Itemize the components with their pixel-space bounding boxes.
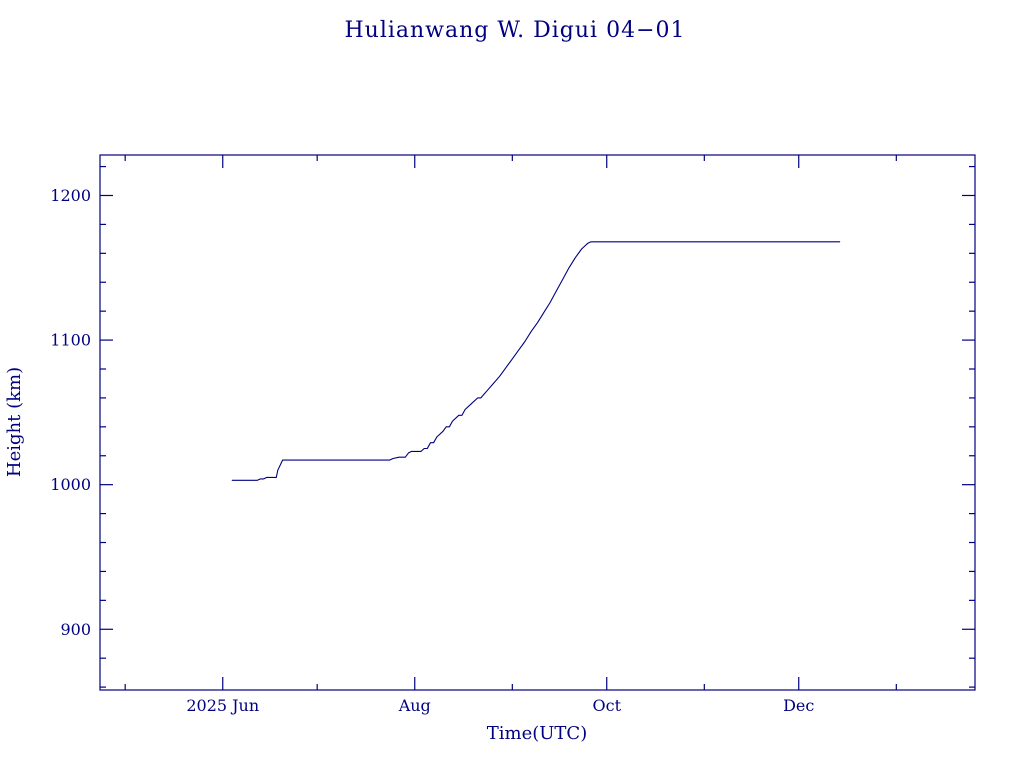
x-tick-label: 2025 Jun [186,696,259,715]
y-tick-label: 1100 [50,331,91,350]
x-tick-label: Oct [592,696,621,715]
x-axis-label: Time(UTC) [487,723,587,744]
x-tick-label: Aug [398,696,431,715]
y-tick-label: 1200 [50,186,91,205]
data-line [231,241,841,481]
y-tick-label: 900 [60,620,91,639]
axes-layer: 900 1000 1100 1200 2025 Jun Aug Oct Dec [50,154,976,715]
y-axis-label: Height (km) [4,367,25,477]
series-layer [231,241,841,481]
x-tick-label: Dec [783,696,814,715]
y-tick-label: 1000 [50,475,91,494]
plot-frame [99,154,976,691]
chart-title: Hulianwang W. Digui 04−01 [344,18,685,43]
